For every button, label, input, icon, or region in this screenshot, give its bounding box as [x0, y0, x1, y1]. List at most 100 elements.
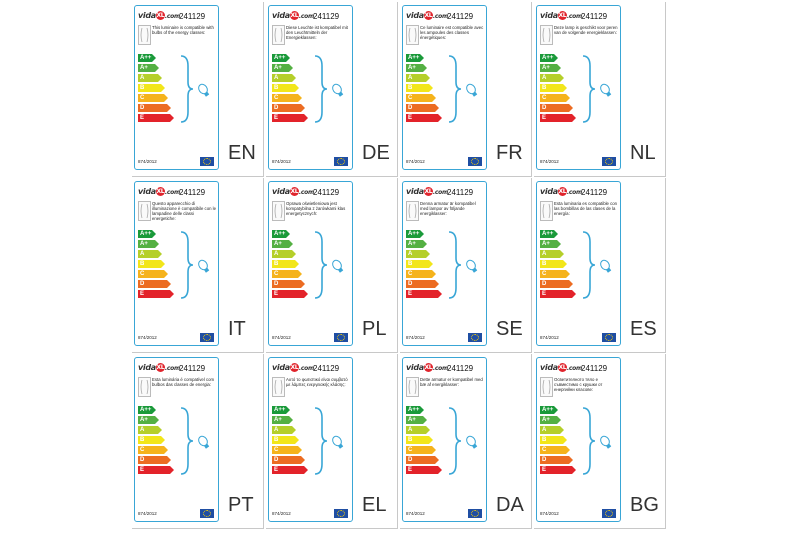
energy-class-bar: A [272, 74, 296, 82]
energy-class-bar: C [406, 446, 436, 454]
energy-class-bar: D [138, 104, 171, 112]
energy-class-bar: A+ [540, 64, 561, 72]
language-code: NL [630, 142, 656, 164]
eu-flag-icon [334, 157, 348, 166]
energy-class-bar: A+ [406, 64, 427, 72]
energy-class-bar: E [540, 290, 576, 298]
energy-class-bar: A+ [272, 240, 293, 248]
regulation-number: 874/2012 [272, 335, 291, 340]
regulation-number: 874/2012 [540, 159, 559, 164]
energy-class-bar: A+ [540, 240, 561, 248]
brace-bulb-icon [179, 406, 215, 481]
vidaxl-logo: vidaXL.com [540, 11, 582, 20]
eu-flag-icon [602, 157, 616, 166]
regulation-number: 874/2012 [138, 511, 157, 516]
bulb-icon [138, 201, 151, 221]
energy-class-bar: E [540, 114, 576, 122]
energy-label-card: vidaXL.com 241129 Oprawa oświetleniowa jes… [268, 181, 353, 346]
energy-class-bar: E [272, 466, 308, 474]
brace-bulb-icon [179, 230, 215, 305]
energy-class-scale: A++ A+ A B C D E [406, 230, 446, 300]
product-code: 241129 [581, 364, 608, 373]
energy-class-scale: A++ A+ A B C D E [406, 54, 446, 124]
energy-class-bar: A [406, 250, 430, 258]
language-code: BG [630, 494, 659, 516]
compatibility-text: Esta luminária é compatível com bulbos d… [152, 377, 215, 387]
energy-class-bar: D [272, 456, 305, 464]
energy-class-bar: B [272, 260, 299, 268]
compatibility-text: Esta luminaria es compatible con las bom… [554, 201, 618, 216]
energy-class-bar: E [138, 114, 174, 122]
energy-label-card: vidaXL.com 241129 Esta luminária é compatí… [134, 357, 219, 522]
product-code: 241129 [179, 364, 206, 373]
product-code: 241129 [179, 12, 206, 21]
product-code: 241129 [447, 12, 474, 21]
regulation-number: 874/2012 [138, 335, 157, 340]
energy-class-bar: D [138, 280, 171, 288]
brace-bulb-icon [447, 54, 483, 129]
energy-label-card: vidaXL.com 241129 Αυτό το φωτιστικό είναι … [268, 357, 353, 522]
compatibility-text: Oprawa oświetleniowa jest kompatybilna z… [286, 201, 346, 216]
label-cell-pl: vidaXL.com 241129 Oprawa oświetleniowa jes… [266, 178, 398, 353]
brace-bulb-icon [313, 406, 349, 481]
energy-class-bar: C [406, 94, 436, 102]
language-code: PT [228, 494, 254, 516]
label-cell-pt: vidaXL.com 241129 Esta luminária é compatí… [132, 354, 264, 529]
energy-class-scale: A++ A+ A B C D E [540, 54, 580, 124]
energy-class-bar: A [272, 250, 296, 258]
label-cell-es: vidaXL.com 241129 Esta luminaria es compat… [534, 178, 666, 353]
vidaxl-logo: vidaXL.com [272, 11, 314, 20]
energy-class-bar: A [138, 250, 162, 258]
energy-class-scale: A++ A+ A B C D E [406, 406, 446, 476]
bulb-icon [406, 25, 419, 45]
label-cell-se: vidaXL.com 241129 Denna armatur är kompati… [400, 178, 532, 353]
energy-class-bar: E [406, 466, 442, 474]
energy-class-bar: C [406, 270, 436, 278]
bulb-icon [272, 25, 285, 45]
energy-class-scale: A++ A+ A B C D E [272, 406, 312, 476]
energy-class-bar: A+ [540, 416, 561, 424]
energy-class-bar: A++ [272, 54, 290, 62]
energy-class-bar: C [272, 270, 302, 278]
energy-class-bar: A+ [406, 416, 427, 424]
energy-class-scale: A++ A+ A B C D E [540, 230, 580, 300]
energy-label-card: vidaXL.com 241129 Ce luminaire est compati… [402, 5, 487, 170]
compatibility-text: This luminaire is compatible with bulbs … [152, 25, 214, 35]
energy-class-bar: D [406, 280, 439, 288]
eu-flag-icon [468, 157, 482, 166]
regulation-number: 874/2012 [138, 159, 157, 164]
product-code: 241129 [581, 188, 608, 197]
energy-class-bar: A [540, 426, 564, 434]
energy-class-bar: B [406, 84, 433, 92]
energy-class-bar: C [138, 94, 168, 102]
regulation-number: 874/2012 [540, 335, 559, 340]
bulb-icon [138, 25, 151, 45]
energy-label-card: vidaXL.com 241129 Denna armatur är kompati… [402, 181, 487, 346]
product-code: 241129 [313, 12, 340, 21]
eu-flag-icon [334, 333, 348, 342]
vidaxl-logo: vidaXL.com [138, 363, 180, 372]
energy-class-bar: E [272, 290, 308, 298]
label-cell-en: vidaXL.com 241129 This luminaire is compat… [132, 2, 264, 177]
vidaxl-logo: vidaXL.com [406, 363, 448, 372]
energy-class-bar: E [138, 466, 174, 474]
energy-class-bar: A [138, 426, 162, 434]
product-code: 241129 [581, 12, 608, 21]
energy-class-bar: A++ [272, 230, 290, 238]
language-code: DE [362, 142, 390, 164]
bulb-icon [406, 201, 419, 221]
energy-class-bar: D [406, 104, 439, 112]
regulation-number: 874/2012 [406, 511, 425, 516]
compatibility-text: Αυτό το φωτιστικό είναι συμβατό με λάμπε… [286, 377, 348, 387]
energy-class-bar: A++ [138, 54, 156, 62]
energy-class-bar: E [406, 290, 442, 298]
energy-class-bar: A [406, 74, 430, 82]
energy-class-bar: A+ [138, 64, 159, 72]
energy-class-bar: B [406, 436, 433, 444]
bulb-icon [406, 377, 419, 397]
vidaxl-logo: vidaXL.com [138, 187, 180, 196]
energy-class-bar: A++ [406, 406, 424, 414]
energy-class-bar: A++ [540, 54, 558, 62]
energy-class-scale: A++ A+ A B C D E [138, 230, 178, 300]
